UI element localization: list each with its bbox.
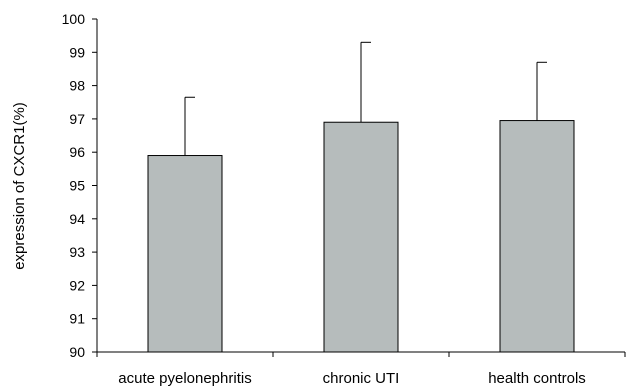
x-category-label: chronic UTI (323, 370, 400, 387)
bar (323, 121, 399, 353)
y-axis-title: expression of CXCR1(%) (11, 102, 28, 270)
y-tick-label: 99 (69, 44, 85, 60)
bar (499, 120, 575, 353)
y-tick-label: 100 (62, 11, 86, 27)
y-tick-label: 93 (69, 244, 85, 260)
y-tick-label: 91 (69, 311, 85, 327)
y-axis: 90 91 92 93 94 95 96 97 98 99 100 (62, 11, 98, 360)
y-tick-label: 92 (69, 277, 85, 293)
bars (147, 41, 575, 353)
y-tick-label: 90 (69, 344, 85, 360)
x-axis: acute pyelonephritis chronic UTI health co… (96, 351, 626, 387)
y-tick-label: 95 (69, 178, 85, 194)
x-category-label: health controls (488, 370, 586, 387)
y-tick-label: 96 (69, 144, 85, 160)
y-tick-label: 94 (69, 211, 85, 227)
y-tick-label: 97 (69, 111, 85, 127)
y-tick-label: 98 (69, 78, 85, 94)
bar (147, 155, 223, 353)
x-category-label: acute pyelonephritis (118, 370, 251, 387)
